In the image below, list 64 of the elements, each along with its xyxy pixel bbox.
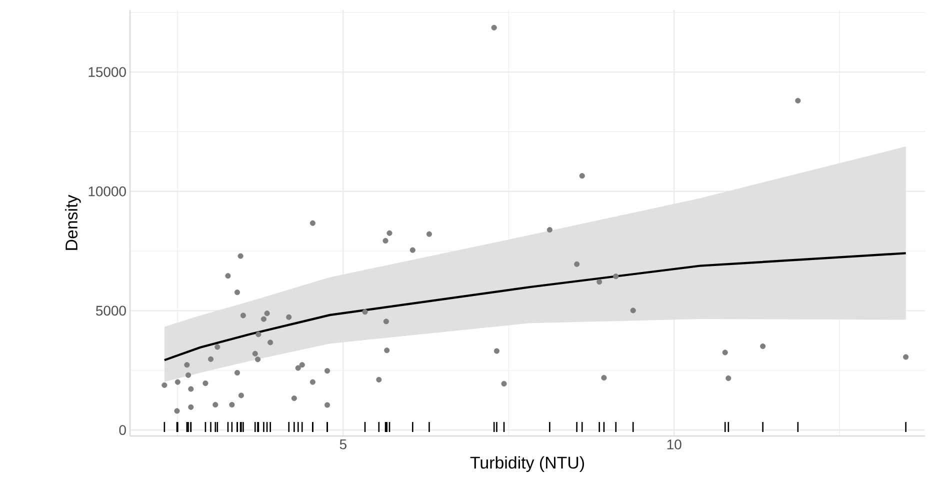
point xyxy=(324,402,330,408)
point xyxy=(760,343,766,350)
point xyxy=(238,392,244,398)
point xyxy=(238,253,244,259)
point xyxy=(214,344,220,350)
point xyxy=(212,402,218,408)
point xyxy=(384,348,390,354)
y-tick-label: 5000 xyxy=(96,306,126,316)
point xyxy=(310,220,316,226)
x-axis-title: Turbidity (NTU) xyxy=(470,456,584,472)
point xyxy=(795,98,801,104)
point xyxy=(382,238,388,244)
point xyxy=(260,316,267,322)
point xyxy=(185,372,192,378)
point xyxy=(903,354,909,360)
point xyxy=(726,375,732,382)
y-axis-title: Density xyxy=(65,194,81,250)
point xyxy=(188,404,194,410)
x-tick-label: 5 xyxy=(340,440,346,450)
point xyxy=(252,350,258,356)
point xyxy=(291,395,297,402)
point xyxy=(630,308,636,314)
point xyxy=(596,279,602,285)
point xyxy=(295,365,301,371)
point xyxy=(254,356,261,362)
point xyxy=(324,368,330,374)
point xyxy=(234,370,240,376)
x-tick-label: 10 xyxy=(667,440,682,450)
point xyxy=(376,376,382,382)
line-series xyxy=(163,252,907,362)
point xyxy=(546,227,552,233)
point xyxy=(188,386,194,392)
point xyxy=(234,290,240,296)
point xyxy=(174,408,180,414)
point xyxy=(383,318,389,324)
point xyxy=(501,380,507,387)
point xyxy=(256,332,262,338)
point xyxy=(410,247,416,253)
point xyxy=(362,309,368,315)
point xyxy=(184,362,190,368)
point xyxy=(225,273,231,279)
point xyxy=(494,348,500,354)
point xyxy=(240,312,246,318)
point xyxy=(162,382,168,388)
point xyxy=(579,173,585,179)
point xyxy=(202,380,208,386)
point xyxy=(386,230,392,236)
y-tick-label: 10000 xyxy=(88,186,126,196)
y-tick-label: 0 xyxy=(119,425,126,435)
point xyxy=(574,261,580,267)
point xyxy=(613,274,619,280)
point xyxy=(268,340,274,346)
point xyxy=(264,310,270,316)
point xyxy=(229,402,235,408)
point xyxy=(426,231,432,237)
point xyxy=(491,24,497,30)
point xyxy=(286,314,292,320)
point xyxy=(310,379,316,385)
point xyxy=(722,350,728,356)
point xyxy=(299,362,305,368)
y-tick-label: 15000 xyxy=(88,67,126,77)
point xyxy=(601,374,607,381)
point xyxy=(174,379,180,385)
point xyxy=(208,356,214,362)
